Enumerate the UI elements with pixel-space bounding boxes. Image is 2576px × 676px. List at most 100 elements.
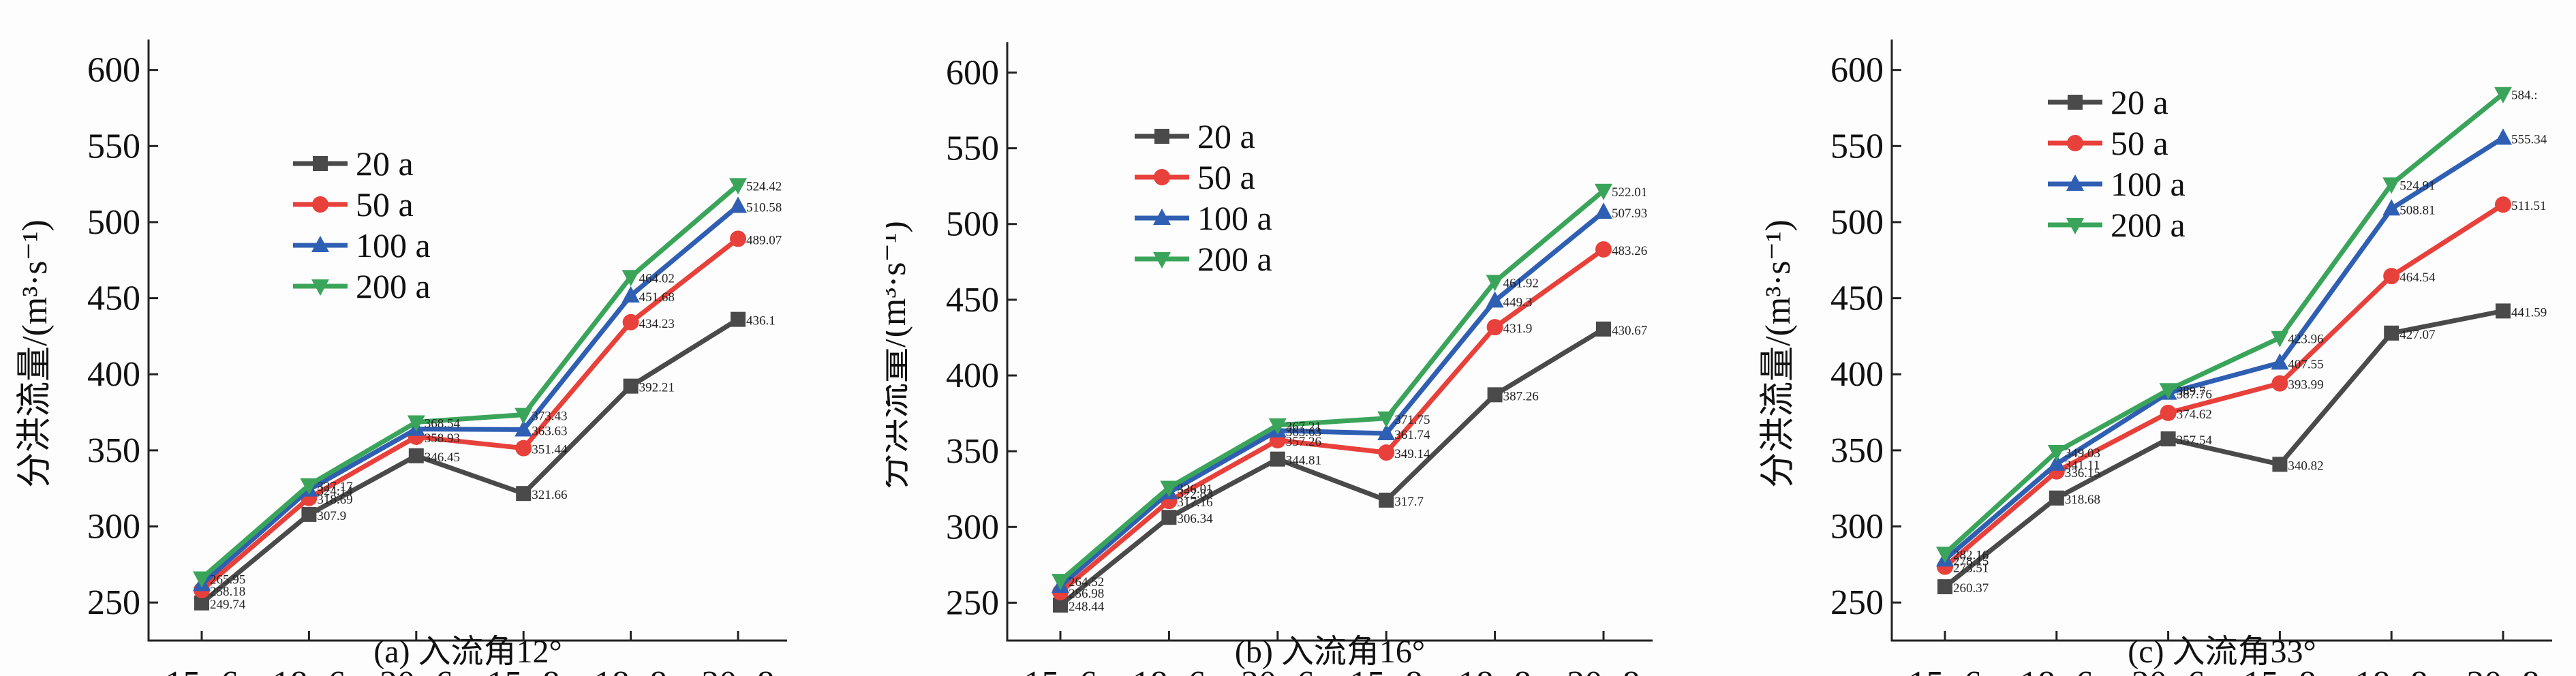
y-tick-label: 550	[946, 129, 999, 168]
data-label: 317.16	[1177, 495, 1212, 510]
legend-item: 50 a	[2048, 124, 2168, 162]
chart-svg-b: 250 300 350 400 450 500 550 600 15×6 18×6 20×6 15×8…	[886, 42, 1653, 676]
data-point-marker	[2160, 431, 2176, 447]
data-label: 489.07	[746, 233, 782, 247]
data-label: 306.34	[1177, 512, 1213, 526]
data-point-marker	[515, 408, 533, 425]
data-point-marker	[1378, 444, 1395, 461]
data-label: 524.42	[746, 179, 782, 194]
data-label: 318.69	[317, 493, 352, 507]
data-label: 357.26	[1286, 435, 1321, 449]
data-point-marker	[1161, 510, 1177, 525]
x-tick-label: 20×8	[2466, 664, 2539, 676]
legend-marker-icon	[2068, 95, 2083, 110]
chart-panel-a: 250 300 350 400 450 500 550 600 15×6 18×6 20×6 15×8…	[0, 0, 859, 676]
x-tick-label: 18×6	[273, 664, 346, 676]
data-label: 321.66	[532, 488, 567, 502]
data-label: 461.92	[1503, 276, 1539, 290]
data-label: 322.83	[1177, 487, 1212, 502]
x-tick-label: 20×6	[1241, 664, 1314, 676]
legend-marker-icon	[2066, 218, 2084, 234]
y-tick-label: 400	[87, 355, 140, 394]
data-point-marker	[2494, 128, 2512, 145]
legend-marker-icon	[311, 236, 329, 252]
data-label: 326.01	[1177, 482, 1212, 496]
chart-panel-b: 250 300 350 400 450 500 550 600 15×6 18×6 20×6 15×8…	[886, 0, 1745, 676]
data-point-marker	[1937, 579, 1952, 595]
data-label: 584.:	[2511, 89, 2538, 103]
y-tick-label: 300	[87, 508, 140, 547]
y-tick-label: 250	[946, 583, 999, 622]
legend-item: 50 a	[1135, 158, 1255, 196]
data-point-marker	[407, 415, 425, 432]
data-point-marker	[2496, 303, 2511, 319]
legend-item: 200 a	[1135, 240, 1272, 278]
data-point-marker	[1487, 387, 1503, 403]
data-label: 367.21	[1286, 420, 1321, 434]
x-tick-label: 18×8	[2355, 664, 2428, 676]
data-label: 260.37	[1953, 581, 1989, 596]
data-label: 434.23	[639, 317, 675, 331]
data-point-marker	[2159, 383, 2177, 400]
data-point-marker	[2271, 353, 2289, 370]
x-tick-label: 15×8	[1350, 664, 1423, 676]
chart-panel-c: 250 300 350 400 450 500 550 600 15×6 18×6 20×6 15×8…	[1745, 0, 2576, 676]
data-label: 349.14	[1394, 447, 1430, 461]
data-point-marker	[1377, 424, 1396, 441]
series-line	[1943, 91, 2505, 555]
data-point-marker	[729, 196, 747, 213]
legend-item: 20 a	[1135, 117, 1255, 155]
axes	[1890, 40, 2552, 642]
legend-label: 50 a	[1197, 158, 1255, 196]
data-label: 464.54	[2399, 271, 2436, 285]
legend-label: 200 a	[2111, 206, 2186, 244]
y-tick-label: 450	[1830, 279, 1884, 318]
x-tick-label: 15×6	[1908, 664, 1981, 676]
data-point-marker	[731, 311, 746, 327]
data-label: 317.7	[1394, 495, 1424, 509]
x-tick-label: 18×6	[2020, 664, 2093, 676]
series-line	[1943, 308, 2504, 589]
legend-marker-icon	[2066, 174, 2084, 191]
legend-marker-icon	[1154, 169, 1170, 185]
data-point-marker	[2271, 375, 2288, 392]
series-line	[1058, 189, 1606, 583]
data-point-marker	[300, 478, 318, 495]
x-tick-label: 15×8	[2243, 664, 2316, 676]
series-line	[1058, 247, 1606, 594]
data-label: 248.44	[1069, 600, 1105, 614]
data-label: 451.68	[639, 290, 675, 305]
data-label: 264.52	[1069, 575, 1104, 589]
series-line	[200, 204, 740, 587]
data-point-marker	[1486, 291, 1504, 308]
data-label: 423.96	[2288, 333, 2323, 347]
legend-label: 20 a	[1197, 117, 1255, 155]
data-label: 374.62	[2177, 408, 2212, 422]
data-point-marker	[515, 440, 532, 457]
legend-item: 100 a	[2048, 165, 2186, 203]
data-point-marker	[2382, 199, 2401, 216]
data-point-marker	[515, 420, 533, 437]
data-label: 387.26	[1503, 389, 1539, 403]
data-point-marker	[1052, 574, 1069, 591]
data-label: 427.07	[2399, 328, 2435, 342]
data-point-marker	[1268, 418, 1287, 435]
legend-marker-icon	[312, 196, 328, 213]
legend-label: 50 a	[356, 185, 414, 224]
data-label: 464.02	[639, 271, 675, 286]
data-label: 436.1	[746, 314, 776, 328]
y-tick-label: 550	[1830, 127, 1884, 166]
data-label: 524.91	[2399, 179, 2435, 193]
y-tick-label: 250	[1830, 583, 1884, 622]
data-label: 555.34	[2511, 132, 2547, 147]
data-label: 483.26	[1612, 244, 1647, 258]
data-label: 387.76	[2177, 388, 2212, 402]
data-point-marker	[408, 448, 424, 463]
series-200a: 265.95 327.17 368.54 373.43 464.02 524.42	[193, 178, 782, 588]
data-label: 265.95	[210, 573, 245, 587]
series-line	[200, 236, 740, 592]
legend-label: 20 a	[356, 144, 414, 183]
x-tick-label: 18×8	[1458, 664, 1531, 676]
y-tick-label: 600	[1830, 51, 1884, 90]
y-axis-label: 分洪流量/(m³·s⁻¹)	[16, 219, 55, 488]
